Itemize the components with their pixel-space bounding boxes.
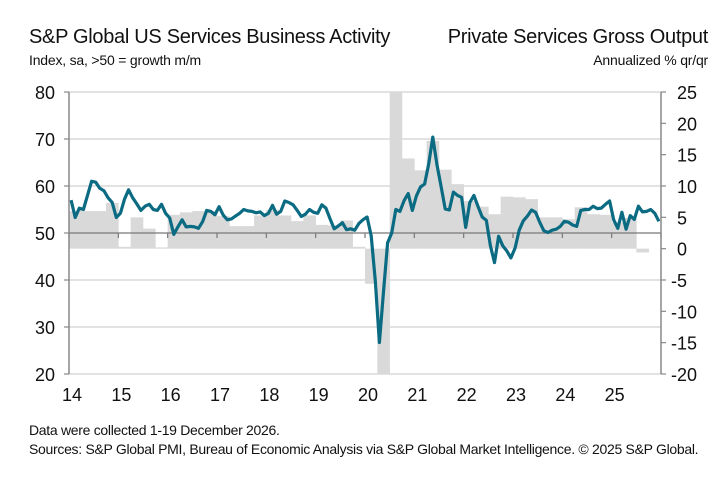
bar	[180, 212, 193, 249]
bar	[513, 197, 526, 249]
bar	[81, 211, 94, 249]
bar	[328, 225, 341, 249]
bar	[291, 221, 304, 249]
bar	[476, 206, 489, 249]
line-series	[69, 135, 661, 345]
chart-canvas: 20 30 40 50 60 70 80 -20 -15 -10 -5 0 5 10 15 20 25 14 15 1…	[35, 83, 697, 405]
bar	[636, 248, 649, 253]
tick-labels: 20 30 40 50 60 70 80 -20 -15 -10 -5 0 5 10 15 20 25 14 15 1…	[35, 83, 697, 405]
bar	[562, 219, 575, 249]
x-tick-label: 17	[210, 385, 230, 405]
left-tick-label: 80	[35, 83, 55, 103]
x-tick-label: 16	[161, 385, 181, 405]
bar	[377, 248, 390, 374]
gridlines	[69, 91, 661, 375]
bar	[611, 222, 625, 249]
bar	[278, 215, 292, 249]
footer-note: Data were collected 1-19 December 2026.	[29, 422, 280, 438]
bar	[118, 246, 131, 249]
left-chart-title: S&P Global US Services Business Activity	[29, 26, 391, 48]
right-tick-label: -5	[671, 271, 687, 291]
left-tick-label: 30	[35, 318, 55, 338]
bar	[217, 216, 230, 249]
bar	[599, 214, 612, 249]
bar	[500, 196, 514, 249]
x-tick-label: 25	[605, 385, 625, 405]
left-tick-label: 20	[35, 365, 55, 385]
right-tick-label: -20	[671, 365, 697, 385]
x-tick-label: 24	[555, 385, 575, 405]
bar	[241, 226, 255, 249]
bar	[303, 215, 316, 249]
x-tick-label: 15	[111, 385, 131, 405]
bar	[266, 209, 279, 249]
footer-sources: Sources: S&P Global PMI, Bureau of Econo…	[29, 441, 699, 457]
left-tick-label: 70	[35, 130, 55, 150]
x-tick-label: 20	[358, 385, 378, 405]
axes	[64, 91, 666, 375]
left-axis-subtitle: Index, sa, >50 = growth m/m	[29, 52, 202, 68]
bar	[315, 224, 329, 249]
bar	[587, 214, 600, 249]
bar	[402, 158, 415, 249]
bar	[204, 211, 218, 249]
left-tick-label: 60	[35, 177, 55, 197]
right-tick-label: -10	[671, 302, 697, 322]
x-tick-label: 19	[309, 385, 329, 405]
right-tick-label: 20	[677, 114, 697, 134]
bar	[229, 226, 242, 249]
right-tick-label: 5	[677, 208, 687, 228]
bar	[352, 246, 366, 249]
bar	[525, 199, 538, 249]
right-chart-title: Private Services Gross Output	[447, 26, 709, 48]
x-tick-label: 22	[457, 385, 477, 405]
right-tick-label: -15	[671, 334, 697, 354]
right-tick-label: 10	[677, 177, 697, 197]
right-tick-label: 0	[677, 240, 687, 260]
left-tick-label: 50	[35, 224, 55, 244]
bar	[69, 211, 82, 249]
right-tick-label: 25	[677, 83, 697, 103]
x-tick-label: 23	[506, 385, 526, 405]
x-tick-label: 21	[407, 385, 427, 405]
x-tick-label: 14	[62, 385, 82, 405]
bar	[106, 202, 119, 249]
bar	[143, 228, 156, 249]
bar	[254, 215, 267, 249]
bar	[155, 247, 168, 249]
x-tick-label: 18	[259, 385, 279, 405]
right-tick-label: 15	[677, 146, 697, 166]
right-axis-subtitle: Annualized % qr/qr	[593, 52, 708, 68]
bar	[93, 211, 107, 249]
left-tick-label: 40	[35, 271, 55, 291]
pmi-line	[69, 135, 661, 345]
